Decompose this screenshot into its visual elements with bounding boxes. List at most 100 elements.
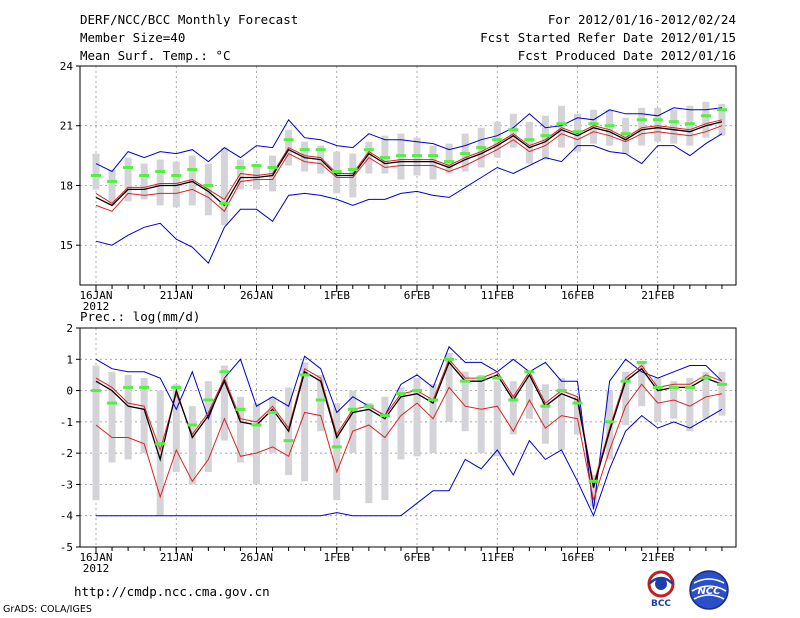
temperature-spread-bar	[606, 109, 614, 146]
forecast-period-label: For 2012/01/16-2012/02/24	[547, 12, 736, 27]
precipitation-series-min-line	[96, 408, 723, 518]
temperature-y-tick-label: 15	[60, 239, 73, 252]
bcc-logo: BCC	[647, 570, 675, 609]
precipitation-spread-bar	[220, 365, 228, 441]
temperature-x-tick-label: 11FEB	[481, 289, 514, 302]
precipitation-spread-bar	[525, 374, 533, 419]
temperature-spread-bar	[108, 169, 116, 206]
temperature-spread-bar	[92, 153, 100, 190]
precipitation-y-tick-label: -1	[60, 416, 73, 429]
precipitation-y-tick-label: 1	[66, 353, 73, 366]
precipitation-spread-bar	[108, 371, 116, 463]
temperature-spread-bar	[140, 163, 148, 200]
temperature-spread-bar	[702, 101, 710, 138]
variable-label: Mean Surf. Temp.: °C	[80, 48, 231, 63]
temperature-spread-bar	[541, 115, 549, 160]
precipitation-spread-bar	[413, 378, 421, 457]
precipitation-spread-bar	[317, 374, 325, 432]
temperature-spread-bar	[172, 161, 180, 208]
temperature-x-tick-label: 1FEB	[324, 289, 351, 302]
temperature-plot-frame	[79, 65, 737, 286]
precipitation-y-tick-label: -3	[60, 478, 73, 491]
temperature-spread-bar	[654, 107, 662, 142]
precipitation-spread-bar	[574, 396, 581, 435]
temperature-x-tick-label: 21JAN	[160, 289, 193, 302]
precipitation-spread-bar	[557, 378, 565, 451]
precipitation-spread-bar	[686, 378, 694, 432]
temperature-y-tick-label: 24	[60, 60, 74, 73]
precipitation-y-tick-label: 0	[66, 385, 73, 398]
temperature-series-lo-line	[95, 125, 723, 213]
precipitation-spread-bar	[236, 396, 244, 463]
temperature-series-min-line	[95, 133, 723, 264]
precipitation-spread-bar	[156, 390, 164, 516]
precipitation-spread-bar	[493, 381, 501, 457]
temperature-x-tick-label: 16FEB	[561, 289, 594, 302]
precipitation-spread-bar	[622, 371, 630, 425]
precipitation-x-tick-label: 11FEB	[481, 551, 514, 564]
precipitation-spread-bar	[172, 384, 180, 472]
temperature-spread-bar	[188, 155, 196, 206]
temperature-spread-bar	[525, 121, 533, 164]
precipitation-spread-bar	[509, 381, 517, 435]
temperature-spread-bar	[686, 105, 694, 146]
temperature-spread-bar	[124, 157, 132, 202]
precipitation-spread-bar	[204, 381, 212, 472]
temperature-spread-bar	[445, 143, 453, 174]
precipitation-y-tick-label: -4	[60, 510, 74, 523]
bcc-logo-text: BCC	[651, 599, 671, 609]
temperature-spread-bar	[220, 147, 228, 226]
temperature-series-mean-line	[95, 121, 723, 207]
precipitation-spread-bar	[365, 403, 373, 504]
precipitation-x-tick-label: 1FEB	[324, 551, 351, 564]
precipitation-spread-bar	[654, 378, 662, 422]
precipitation-y-tick-label: 2	[66, 322, 73, 335]
temperature-spread-bar	[301, 141, 309, 172]
precipitation-spread-bar	[349, 390, 357, 454]
temperature-spread-bar	[638, 107, 646, 146]
temperature-x-tick-label: 26JAN	[240, 289, 273, 302]
figure-title: DERF/NCC/BCC Monthly Forecast	[80, 12, 299, 27]
precipitation-spread-bar	[541, 384, 549, 444]
precipitation-y-tick-label: -2	[60, 447, 73, 460]
produced-date-label: Fcst Produced Date 2012/01/16	[517, 48, 736, 63]
refer-date-label: Fcst Started Refer Date 2012/01/15	[480, 30, 736, 45]
precipitation-x-tick-label: 21JAN	[160, 551, 193, 564]
precipitation-spread-bar	[702, 371, 710, 419]
temperature-spread-bar	[429, 145, 437, 180]
precipitation-spread-bar	[140, 378, 148, 454]
precipitation-spread-bar	[333, 403, 341, 501]
precipitation-spread-bar	[477, 374, 485, 454]
temperature-spread-bar	[670, 109, 678, 144]
precipitation-spread-bar	[253, 403, 260, 485]
precipitation-series-mean-line	[95, 361, 723, 488]
precipitation-series-lo-line	[95, 383, 723, 501]
precipitation-x-tick-label: 16FEB	[561, 551, 594, 564]
ncc-logo: NCC	[689, 570, 729, 610]
temperature-y-tick-label: 18	[60, 179, 73, 192]
temperature-x-year-label: 2012	[83, 300, 110, 313]
precipitation-title: Prec.: log(mm/d)	[80, 309, 200, 324]
precipitation-spread-bar	[461, 371, 469, 432]
temperature-x-tick-label: 6FEB	[404, 289, 431, 302]
precipitation-x-tick-label: 6FEB	[404, 551, 431, 564]
source-url[interactable]: http://cmdp.ncc.cma.gov.cn	[74, 584, 270, 599]
temperature-spread-bar	[381, 135, 389, 174]
member-size-label: Member Size=40	[80, 30, 186, 45]
precipitation-spread-bar	[188, 406, 196, 485]
precipitation-spread-bar	[606, 390, 614, 460]
temperature-series-max-line	[95, 107, 723, 173]
precipitation-spread-bar	[590, 475, 598, 507]
precipitation-series-hi-line	[95, 358, 723, 485]
temperature-spread-bar	[156, 159, 164, 206]
temperature-y-tick-label: 21	[60, 120, 73, 133]
precipitation-spread-bar	[92, 365, 100, 501]
precipitation-x-year-label: 2012	[83, 562, 110, 575]
precipitation-x-tick-label: 16JAN	[79, 551, 112, 564]
precipitation-y-tick-label: -5	[60, 541, 73, 554]
precipitation-series-max-line	[95, 345, 723, 510]
precipitation-spread-bar	[269, 396, 277, 454]
temperature-spread-bar	[590, 109, 598, 144]
